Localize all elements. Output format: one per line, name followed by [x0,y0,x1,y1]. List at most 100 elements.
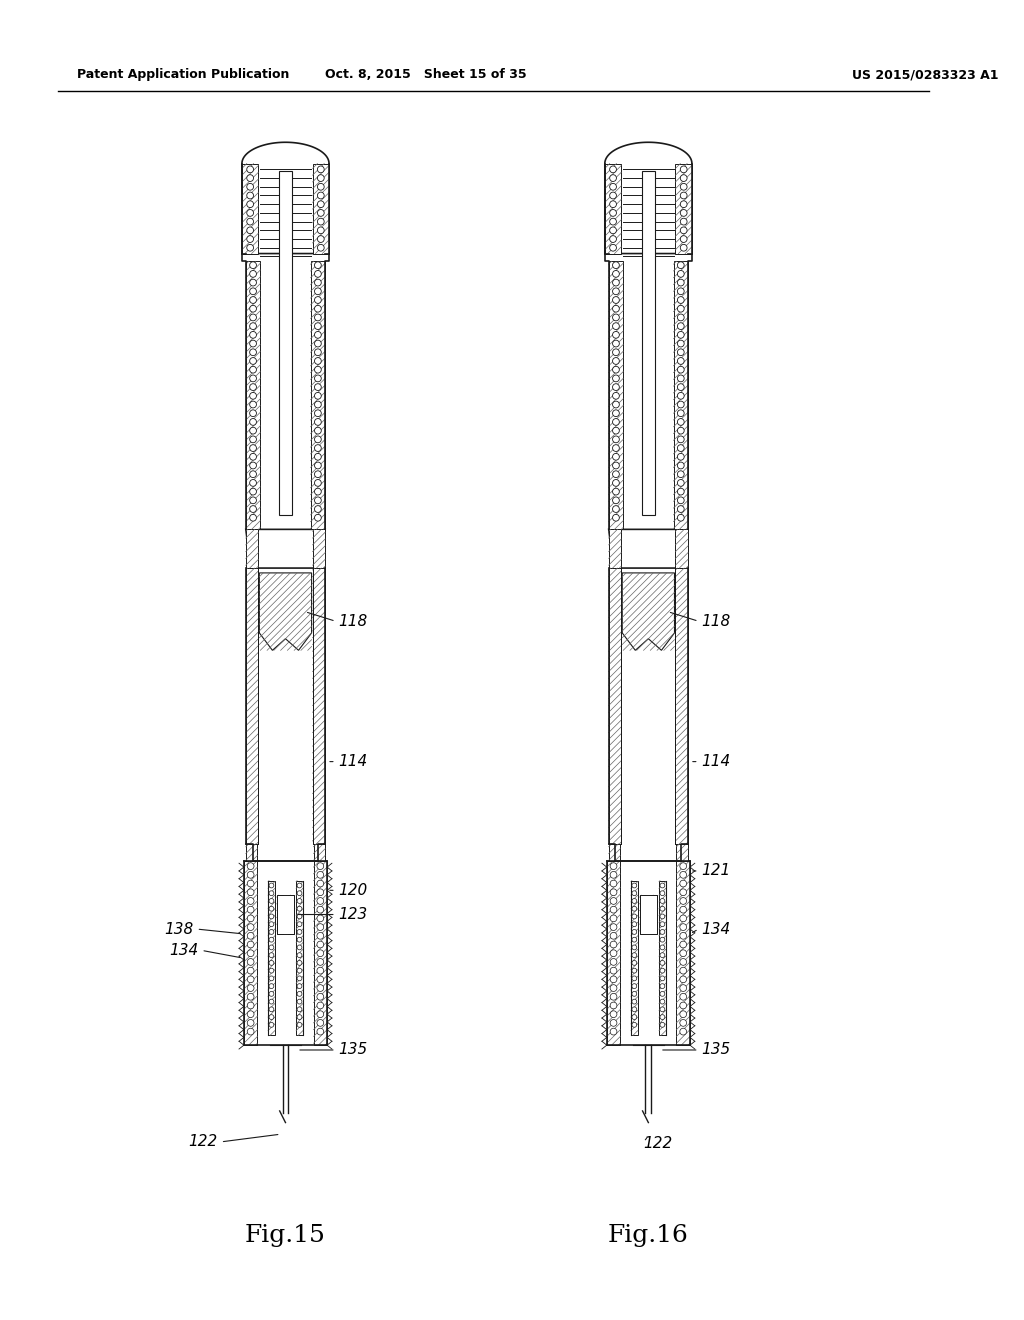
Circle shape [247,174,254,181]
Circle shape [247,193,254,199]
Circle shape [297,929,302,935]
Text: Oct. 8, 2015   Sheet 15 of 35: Oct. 8, 2015 Sheet 15 of 35 [325,69,526,81]
Circle shape [632,953,637,957]
Bar [268,880,274,1035]
Circle shape [632,991,637,997]
Circle shape [269,937,273,942]
Bar [296,880,303,1035]
Circle shape [632,945,637,950]
Circle shape [632,929,637,935]
Circle shape [612,358,620,364]
Bar [312,164,329,253]
Circle shape [680,227,687,234]
Text: Fig.16: Fig.16 [608,1224,689,1247]
Circle shape [297,991,302,997]
Circle shape [680,924,687,931]
Circle shape [316,994,324,1001]
Circle shape [250,280,256,286]
Circle shape [316,1002,324,1008]
Circle shape [680,863,687,870]
Circle shape [612,280,620,286]
Circle shape [632,899,637,903]
Circle shape [247,871,254,878]
Circle shape [609,183,616,190]
Circle shape [269,907,273,911]
Bar [674,261,688,529]
Circle shape [269,975,273,981]
Circle shape [250,462,256,469]
Circle shape [660,983,665,989]
Bar [244,861,257,1045]
Circle shape [680,968,687,974]
Circle shape [314,479,322,486]
Circle shape [269,1015,273,1019]
Circle shape [250,445,256,451]
Circle shape [250,428,256,434]
Circle shape [612,288,620,294]
Circle shape [609,244,616,251]
Circle shape [297,999,302,1005]
Circle shape [316,871,324,878]
Circle shape [609,210,616,216]
Bar [276,895,283,933]
Circle shape [316,975,324,982]
Circle shape [612,409,620,417]
Bar [289,895,294,933]
Bar [246,261,260,529]
Circle shape [610,950,616,957]
Circle shape [678,506,684,512]
Circle shape [660,883,665,888]
Circle shape [314,453,322,461]
Circle shape [610,968,616,974]
Circle shape [314,314,322,321]
Circle shape [247,863,254,870]
Circle shape [297,899,302,903]
Circle shape [314,305,322,312]
Circle shape [680,880,687,887]
Circle shape [660,891,665,896]
Text: 120: 120 [339,883,368,898]
Circle shape [612,496,620,504]
Circle shape [612,436,620,442]
Circle shape [297,961,302,965]
Circle shape [247,888,254,896]
Circle shape [269,999,273,1005]
Circle shape [660,1015,665,1019]
Bar [608,529,622,568]
Circle shape [680,871,687,878]
Bar [242,164,258,253]
Circle shape [247,958,254,965]
Circle shape [680,193,687,199]
Circle shape [250,488,256,495]
Bar [640,895,657,933]
Circle shape [680,166,687,173]
Circle shape [269,1007,273,1011]
Circle shape [317,183,325,190]
Circle shape [316,958,324,965]
Circle shape [678,314,684,321]
Polygon shape [605,143,692,253]
Circle shape [250,479,256,486]
Circle shape [660,968,665,973]
Circle shape [678,471,684,478]
Text: 138: 138 [164,921,194,936]
Circle shape [612,375,620,381]
Text: Patent Application Publication: Patent Application Publication [78,69,290,81]
Circle shape [660,899,665,903]
Circle shape [314,366,322,374]
Circle shape [269,883,273,888]
Circle shape [678,496,684,504]
Circle shape [297,937,302,942]
Circle shape [316,898,324,904]
Circle shape [297,907,302,911]
Circle shape [314,445,322,451]
Circle shape [314,358,322,364]
Bar [608,261,624,529]
Circle shape [660,961,665,965]
Circle shape [610,932,616,940]
Circle shape [609,166,616,173]
Circle shape [250,375,256,381]
Text: 134: 134 [169,942,199,958]
Circle shape [314,428,322,434]
Circle shape [317,174,325,181]
